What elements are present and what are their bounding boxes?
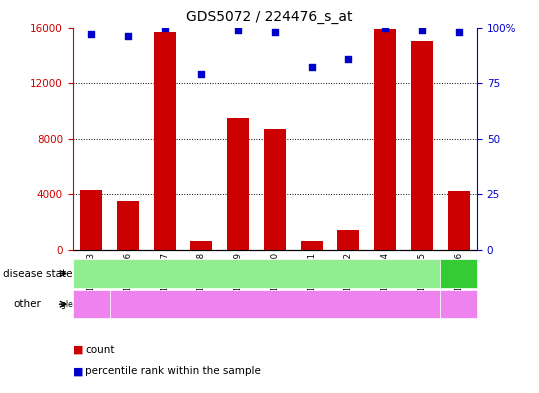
Point [454,29,463,35]
Text: GDS5072 / 224476_s_at: GDS5072 / 224476_s_at [186,10,353,24]
Point [87,31,95,37]
Bar [80,190,102,250]
Text: ■: ■ [73,366,83,376]
Point [271,29,279,35]
Point [197,71,206,77]
Bar [190,241,212,250]
Point [418,27,426,33]
Bar [411,41,433,250]
Point [123,33,132,40]
Point [344,55,353,62]
Bar [227,118,249,250]
Text: percentile rank within the sample: percentile rank within the sample [85,366,261,376]
Text: ■: ■ [73,345,83,355]
Text: disease state: disease state [3,268,72,279]
Bar [301,241,323,250]
Point [307,64,316,71]
Text: count: count [85,345,115,355]
Bar [447,191,469,250]
Point [160,24,169,31]
Text: gleason score 9: gleason score 9 [234,299,316,309]
Point [381,24,390,31]
Bar [154,32,176,250]
Text: contro
l: contro l [444,264,473,283]
Bar [337,230,360,250]
Bar [264,129,286,250]
Point [234,27,243,33]
Text: gleason score 8: gleason score 8 [61,300,121,309]
Bar [117,201,139,250]
Text: other: other [13,299,42,309]
Text: prostate cancer: prostate cancer [216,268,298,279]
Text: gleason
score
n/a: gleason score n/a [444,290,474,318]
Bar [374,29,396,250]
